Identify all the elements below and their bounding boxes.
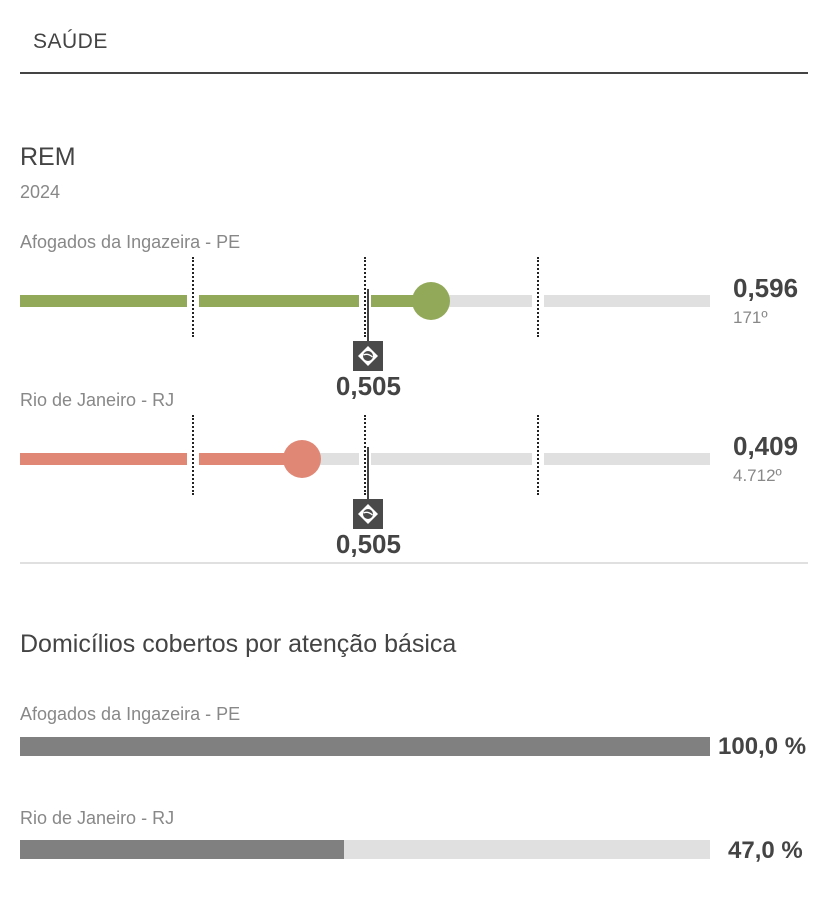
rem-rank: 4.712º [733, 466, 782, 485]
quartile-line [536, 257, 539, 337]
rem-track-segment [198, 295, 359, 307]
rem-track-segment [371, 295, 532, 307]
quartile-line [364, 257, 366, 337]
rem-track-segment [20, 453, 187, 465]
reference-line [367, 447, 370, 499]
rem-track-segment [543, 453, 710, 465]
coverage-row-0-label: Afogados da Ingazeira - PE [20, 704, 241, 724]
quartile-line [191, 257, 194, 337]
reference-value: 0,505 [335, 529, 401, 559]
coverage-fill-0 [20, 737, 710, 756]
reference-value: 0,505 [335, 371, 401, 401]
coverage-value-0: 100,0 % [718, 733, 807, 760]
coverage-value-1: 47,0 % [728, 837, 803, 864]
coverage-bar-1 [20, 840, 710, 859]
quartile-line [536, 415, 539, 495]
coverage-title: Domicílios cobertos por atenção básica [20, 630, 457, 658]
rem-row-label: Rio de Janeiro - RJ [20, 390, 175, 410]
section-divider [20, 72, 808, 74]
brazil-flag-icon [353, 341, 384, 371]
reference-line [367, 289, 370, 341]
value-knob [412, 282, 451, 320]
rem-track-segment [198, 453, 359, 465]
coverage-bar-0 [20, 737, 710, 756]
coverage-row-1-label: Rio de Janeiro - RJ [20, 808, 175, 828]
quartile-line [364, 415, 366, 495]
rem-track-segment [371, 453, 532, 465]
rem-title: REM [20, 143, 76, 171]
rem-row-label: Afogados da Ingazeira - PE [20, 232, 241, 252]
rem-rank: 171º [733, 308, 768, 327]
rem-track-segment [543, 295, 710, 307]
rem-year: 2024 [20, 182, 61, 202]
value-knob [283, 440, 322, 478]
divider [20, 562, 808, 564]
rem-value: 0,409 [733, 431, 799, 461]
section-title: SAÚDE [33, 30, 108, 53]
brazil-flag-icon [353, 499, 384, 529]
quartile-line [191, 415, 194, 495]
coverage-fill-1 [20, 840, 345, 859]
rem-track-segment [20, 295, 187, 307]
rem-value: 0,596 [733, 273, 799, 303]
